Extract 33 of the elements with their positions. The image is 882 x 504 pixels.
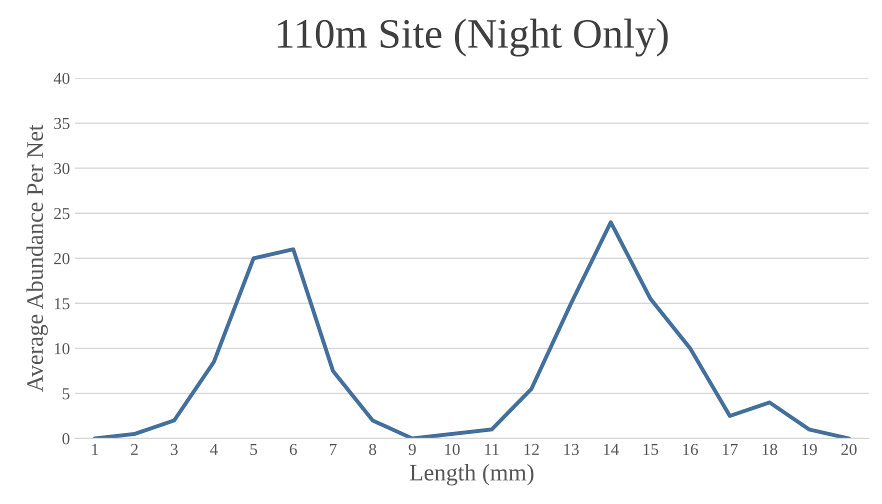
y-tick-label: 10 [54,343,70,354]
x-tick-label: 10 [445,444,460,456]
chart-title: 110m Site (Night Only) [278,18,668,57]
line-series [92,220,851,438]
x-tick-label: 20 [841,444,857,456]
x-tick-label: 13 [564,444,579,456]
x-tick-label: 18 [762,444,778,456]
x-tick-label: 15 [644,444,658,456]
x-tick-label: 11 [485,444,499,455]
x-tick-label: 2 [131,444,138,455]
x-tick-label: 17 [722,444,738,455]
x-tick-label: 3 [170,444,178,456]
x-tick-label: 1 [92,444,98,455]
y-tick-label: 25 [54,208,70,220]
x-tick-label: 8 [369,444,376,456]
x-tick-label: 19 [802,444,817,456]
y-tick-label: 20 [54,253,70,264]
y-tick-label: 30 [54,162,70,174]
y-tick-label: 40 [54,72,70,84]
x-tick-label: 9 [408,444,416,456]
x-tick-label: 7 [330,444,337,455]
x-tick-label: 6 [290,444,297,456]
y-tick-label: 0 [62,433,70,444]
x-axis-title: Length (mm) [410,464,534,486]
x-tick-label: 5 [250,444,258,456]
y-axis-title: Average Abundance Per Net [26,124,48,392]
x-tick-label: 4 [210,444,218,455]
x-tick-label: 14 [604,444,619,455]
y-tick-label: 5 [62,388,70,400]
y-tick-label: 35 [54,118,70,130]
y-tick-label: 15 [54,298,70,310]
x-tick-label: 12 [524,444,539,455]
x-tick-label: 16 [683,444,698,456]
